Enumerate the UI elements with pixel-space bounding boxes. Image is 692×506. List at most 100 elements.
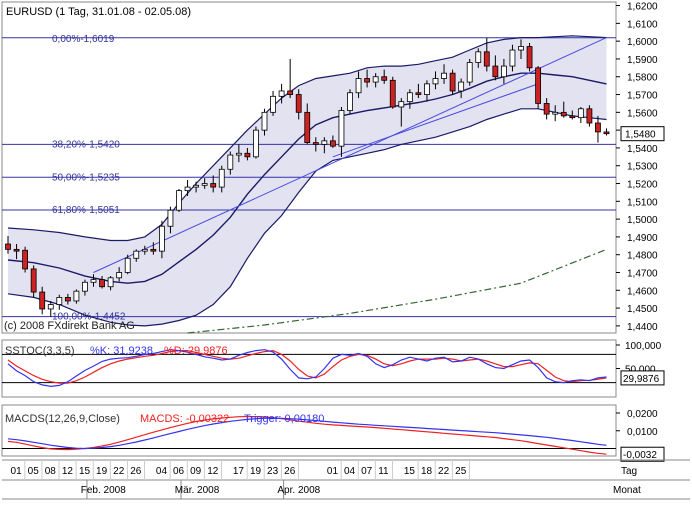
day-tick-label: 15 xyxy=(79,466,91,477)
price-tick-label: 1,4900 xyxy=(627,233,658,244)
price-tick-label: 1,4400 xyxy=(627,322,658,333)
day-tick-label: 19 xyxy=(250,466,262,477)
candle-body xyxy=(107,277,114,288)
price-tick-label: 1,6200 xyxy=(627,2,658,13)
time-axis: 01 05 08 12 15 19 22 26 04 06 09 12 17 19 23 26 01 04 07 11… xyxy=(2,459,690,500)
candle-body xyxy=(347,92,353,111)
day-tick-label: 04 xyxy=(156,466,168,477)
candle-body xyxy=(560,111,567,117)
price-tick-label: 1,4600 xyxy=(627,286,658,297)
candle-body xyxy=(518,46,524,51)
stochastic-last-box xyxy=(620,370,665,386)
day-tick-label: 08 xyxy=(45,466,57,477)
day-tick-label: 06 xyxy=(173,466,185,477)
candle-body xyxy=(176,190,182,211)
stochastic-label: SSTOC(3,3,5) xyxy=(5,345,75,357)
candle-body xyxy=(535,67,541,104)
candle-body xyxy=(278,90,285,97)
day-tick-label: 12 xyxy=(207,466,219,477)
day-tick-label: 07 xyxy=(361,466,373,477)
day-tick-label: 12 xyxy=(62,466,74,477)
time-axis-unit-label: Tag xyxy=(621,466,637,477)
macd-signal-line xyxy=(7,416,607,455)
macd-tick-label: 0,0100 xyxy=(627,427,658,438)
candle-body xyxy=(466,62,473,83)
fib-level-label: 100,00%-1,4452 xyxy=(52,312,126,323)
candle-body xyxy=(509,49,516,67)
price-panel: 0,00%-1,6019 38,20%-1,5420 50,00%-1,5235 61… xyxy=(1,1,665,334)
candle-body xyxy=(90,279,97,283)
day-tick-label: 22 xyxy=(113,466,125,477)
candle-body xyxy=(82,281,88,292)
candle-body xyxy=(244,152,251,158)
candle-body xyxy=(526,46,533,69)
macd-tick-label: 0,0200 xyxy=(627,409,658,420)
candle-body xyxy=(304,111,311,143)
candle-body xyxy=(372,76,379,83)
candle-body xyxy=(99,279,105,288)
candle-body xyxy=(13,248,20,252)
price-tick-label: 1,5100 xyxy=(627,197,658,208)
price-tick-label: 1,5800 xyxy=(627,73,658,84)
candle-body xyxy=(116,272,123,279)
candle-body xyxy=(64,297,71,302)
chart-title: EURUSD (1 Tag, 31.01.08 - 02.05.08) xyxy=(6,6,191,18)
macd-last-label: -0,0032 xyxy=(623,450,657,461)
candle-body xyxy=(270,95,276,113)
candle-body xyxy=(500,65,507,78)
candle-body xyxy=(253,129,259,158)
day-tick-label: 01 xyxy=(11,466,23,477)
candle-body xyxy=(39,291,46,310)
day-tick-label: 19 xyxy=(96,466,108,477)
macd-label: MACDS(12,26,9,Close) xyxy=(5,413,120,425)
candle-body xyxy=(193,184,200,188)
candle-body xyxy=(569,115,576,119)
candle-body xyxy=(218,168,225,188)
candle-body xyxy=(22,249,29,270)
candle-body xyxy=(355,78,362,94)
macd-panel: 0,0200 0,0100 -0,0032 xyxy=(1,404,665,462)
day-tick-label: 26 xyxy=(284,466,296,477)
candle-body xyxy=(158,225,165,252)
candle-body xyxy=(5,243,11,250)
candle-body xyxy=(329,140,336,147)
candle-body xyxy=(492,65,499,78)
price-tick-label: 1,5700 xyxy=(627,91,658,102)
price-tick-label: 1,5600 xyxy=(627,108,658,119)
day-tick-label: 01 xyxy=(327,466,339,477)
candle-body xyxy=(458,81,465,92)
last-price-box xyxy=(620,126,665,142)
candle-body xyxy=(577,108,584,119)
stochastic-d-label: %D: 29,9876 xyxy=(164,345,228,357)
fib-level-label: 0,00%-1,6019 xyxy=(52,34,115,45)
candle-body xyxy=(227,154,234,170)
candle-body xyxy=(312,142,319,145)
month-tick-label: Feb. 2008 xyxy=(81,485,126,496)
stochastic-plot-frame xyxy=(1,339,617,398)
macd-trigger-line xyxy=(7,417,607,450)
fib-level-label: 50,00%-1,5235 xyxy=(52,172,120,183)
month-tick-label: Mär. 2008 xyxy=(175,485,220,496)
candle-body xyxy=(381,76,388,81)
candle-body xyxy=(449,72,456,92)
candle-body xyxy=(483,51,490,67)
candle-body xyxy=(150,248,157,252)
day-tick-label: 11 xyxy=(378,466,389,477)
stochastic-tick-label: 100,000 xyxy=(625,341,662,352)
price-tick-label: 1,5900 xyxy=(627,55,658,66)
day-tick-label: 25 xyxy=(455,466,467,477)
price-tick-label: 1,6100 xyxy=(627,19,658,30)
macd-value-label: MACDS: -0,00322 xyxy=(140,413,229,425)
candle-body xyxy=(424,83,430,95)
candle-body xyxy=(552,111,559,115)
candle-body xyxy=(124,257,131,273)
price-tick-label: 1,6000 xyxy=(627,37,658,48)
bollinger-lower-line xyxy=(7,108,607,327)
time-axis-month-unit-label: Monat xyxy=(613,485,641,496)
candle-body xyxy=(475,51,482,63)
candle-body xyxy=(30,268,37,293)
month-tick-label: Apr. 2008 xyxy=(277,485,320,496)
candle-body xyxy=(441,72,447,79)
stochastic-k-label: %K: 31,9238 xyxy=(90,345,153,357)
